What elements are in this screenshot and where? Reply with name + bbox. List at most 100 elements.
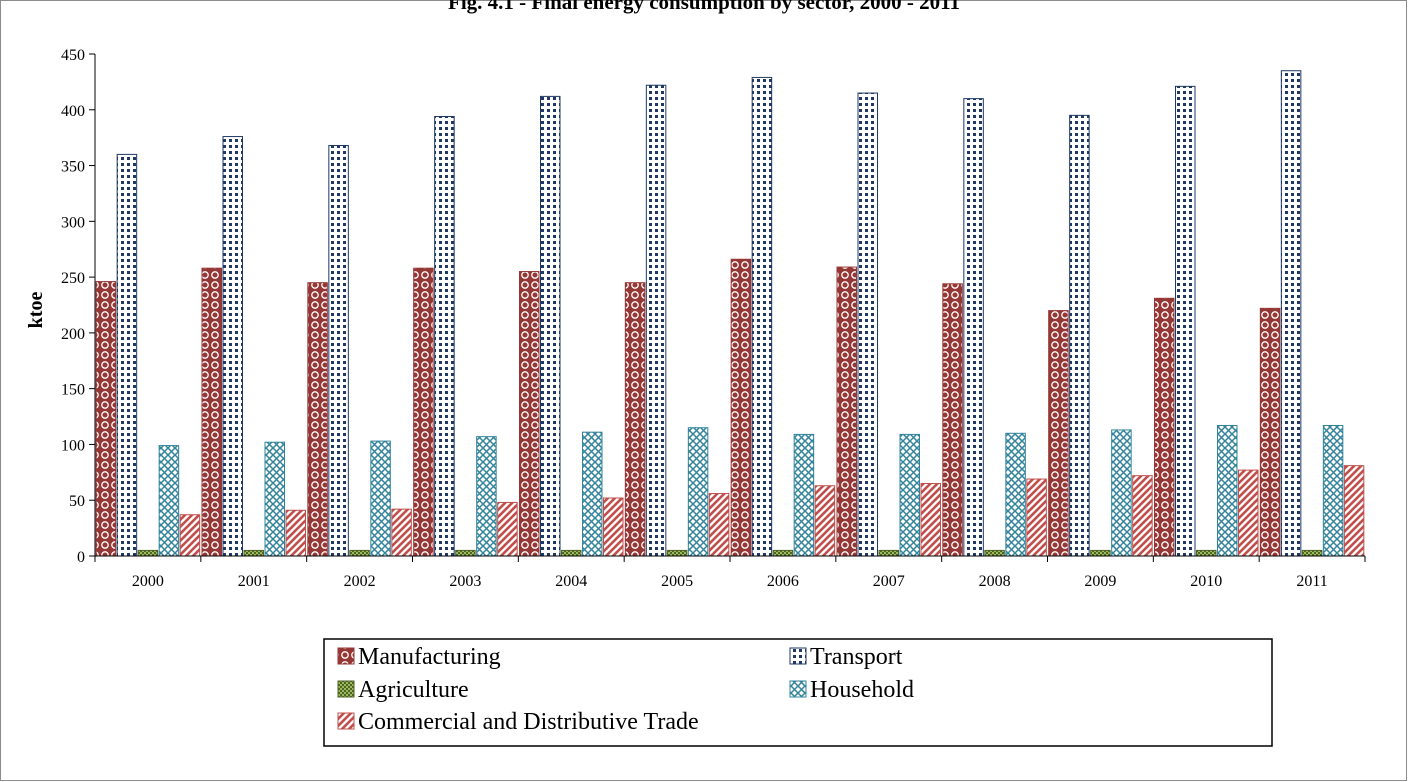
bar-agriculture-2005 [666,549,688,557]
bar-agriculture-2007 [878,549,899,557]
bar-manufacturing-2007 [836,266,857,557]
bar-manufacturing-2005 [624,282,646,557]
bar-household-2003 [476,436,497,557]
y-tick-label: 450 [61,47,85,64]
bar-manufacturing-2002 [307,282,328,557]
x-tick-label: 2003 [449,573,481,590]
x-tick-label: 2006 [767,573,799,590]
bar-agriculture-2011 [1301,549,1323,557]
bar-commercial-and-distributive-trade-2010 [1238,469,1259,557]
x-tick-label: 2005 [661,573,693,590]
bar-manufacturing-2004 [519,271,540,557]
bar-transport-2000 [116,153,138,557]
bar-manufacturing-2010 [1154,297,1175,557]
x-tick-label: 2011 [1296,573,1327,590]
chart-title: Fig. 4.1 - Final energy consumption by s… [448,0,960,14]
bar-transport-2010 [1175,85,1196,557]
bar-agriculture-2000 [137,549,159,557]
bar-commercial-and-distributive-trade-2000 [179,514,201,557]
bar-household-2001 [264,441,285,557]
bar-household-2004 [582,431,603,557]
bar-agriculture-2008 [984,549,1005,557]
bar-commercial-and-distributive-trade-2007 [920,482,941,557]
bar-agriculture-2002 [349,549,370,557]
x-tick-label: 2000 [132,573,164,590]
bar-household-2000 [158,445,180,557]
y-tick-label: 150 [61,382,85,399]
bar-household-2008 [1005,432,1026,557]
bar-agriculture-2003 [455,549,476,557]
bar-transport-2001 [222,136,243,557]
bar-commercial-and-distributive-trade-2002 [391,508,412,557]
legend-swatch-household [789,680,807,698]
y-tick-label: 250 [61,270,85,287]
bar-agriculture-2009 [1090,549,1111,557]
legend-swatch-transport [789,647,807,665]
y-axis-ticks: 0 50 100 150 200 250 300 350 400 450 [61,47,85,566]
x-tick-label: 2001 [238,573,270,590]
bar-household-2011 [1322,424,1344,557]
bar-transport-2005 [645,84,667,557]
legend-label: Household [810,677,914,703]
x-tick-label: 2008 [979,573,1011,590]
x-tick-label: 2010 [1190,573,1222,590]
bar-transport-2006 [751,76,773,557]
x-axis-ticks: 2000 2001 2002 2003 2004 2005 2006 2007 2008 2009… [132,573,1328,590]
legend-swatch-commercial-and-distributive-trade [337,712,355,730]
bar-transport-2003 [434,115,455,557]
bar-commercial-and-distributive-trade-2006 [814,485,836,557]
legend-swatch-manufacturing [337,647,355,665]
bar-agriculture-2001 [243,549,264,557]
bar-household-2005 [687,427,709,557]
bar-commercial-and-distributive-trade-2001 [285,509,306,557]
y-axis-label: ktoe [25,292,47,329]
x-tick-label: 2002 [344,573,376,590]
bar-household-2010 [1217,424,1238,557]
bar-manufacturing-2006 [730,258,752,557]
axes [89,53,1366,562]
bar-agriculture-2010 [1196,549,1217,557]
y-tick-label: 0 [77,549,85,566]
y-tick-label: 50 [69,493,85,510]
bar-manufacturing-2001 [201,267,222,557]
bar-household-2002 [370,440,391,557]
bar-transport-2008 [963,98,984,557]
legend: Manufacturing Transport Agriculture Househo… [337,644,914,735]
bar-transport-2002 [328,144,349,557]
bar-manufacturing-2000 [95,281,117,557]
bars [95,70,1365,557]
x-tick-label: 2007 [873,573,905,590]
bar-commercial-and-distributive-trade-2009 [1132,475,1153,557]
bar-transport-2004 [540,95,561,557]
bar-transport-2011 [1280,70,1302,557]
x-tick-label: 2004 [555,573,587,590]
bar-household-2009 [1111,429,1132,557]
bar-transport-2007 [857,92,878,557]
y-tick-label: 100 [61,437,85,454]
y-tick-label: 400 [61,103,85,120]
bar-agriculture-2006 [772,549,794,557]
legend-swatch-agriculture [337,680,355,698]
legend-label: Agriculture [358,677,469,703]
bar-commercial-and-distributive-trade-2004 [603,497,624,557]
y-tick-label: 350 [61,159,85,176]
bar-commercial-and-distributive-trade-2008 [1026,478,1047,557]
bar-household-2007 [899,433,920,557]
y-tick-label: 200 [61,326,85,343]
bar-commercial-and-distributive-trade-2005 [708,493,730,557]
bar-commercial-and-distributive-trade-2003 [497,501,518,557]
bar-manufacturing-2003 [413,267,434,557]
bar-transport-2009 [1069,114,1090,557]
bar-manufacturing-2011 [1259,307,1281,557]
y-tick-label: 300 [61,214,85,231]
x-tick-label: 2009 [1084,573,1116,590]
bar-household-2006 [793,433,815,557]
bar-commercial-and-distributive-trade-2011 [1343,465,1365,557]
bar-manufacturing-2009 [1048,310,1069,557]
legend-label: Transport [810,644,903,670]
legend-label: Commercial and Distributive Trade [358,709,699,735]
bar-manufacturing-2008 [942,283,963,557]
legend-label: Manufacturing [358,644,501,670]
